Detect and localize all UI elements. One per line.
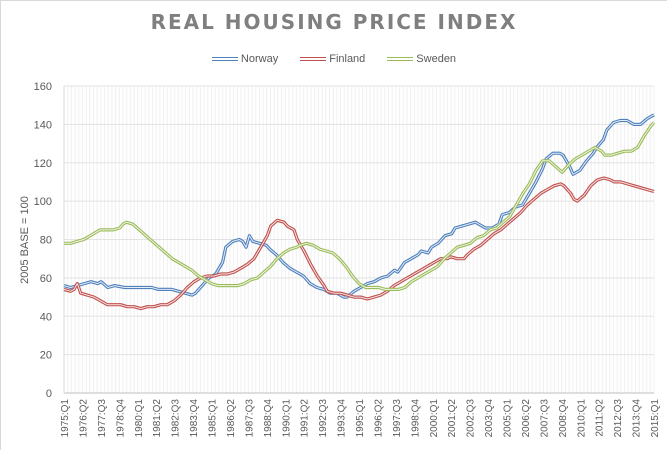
x-tick-label: 1988:Q4	[263, 399, 274, 438]
x-tick-label: 1995:Q1	[355, 399, 366, 438]
y-tick-label: 0	[46, 388, 52, 400]
legend-label-norway: Norway	[240, 53, 279, 65]
x-tick-label: 1993:Q4	[337, 399, 348, 438]
series-line-highlight-sweden	[64, 122, 655, 290]
series-lines	[63, 113, 656, 311]
x-tick-label: 1977:Q3	[97, 399, 108, 438]
x-tick-label: 1987:Q3	[244, 399, 255, 438]
x-tick-label: 2000:Q1	[429, 399, 440, 438]
y-tick-label: 120	[34, 158, 52, 170]
x-tick-label: 1980:Q1	[134, 399, 145, 438]
x-tick-label: 1982:Q3	[171, 399, 182, 438]
y-axis-label: 2005 BASE = 100	[19, 196, 31, 284]
x-tick-label: 1996:Q2	[373, 399, 384, 438]
x-tick-label: 2013:Q4	[632, 399, 643, 438]
legend-swatch-norway	[211, 57, 238, 61]
legend-swatch-finland	[300, 57, 327, 61]
x-tick-label: 2012:Q3	[613, 399, 624, 438]
x-tick-label: 2001:Q2	[447, 399, 458, 438]
x-tick-label: 2006:Q2	[521, 399, 532, 438]
y-axis-ticks: 0 20 40 60 80 100 120 140 160	[34, 81, 52, 400]
legend-swatch-sweden	[387, 57, 414, 61]
series-line-highlight-norway	[63, 114, 655, 298]
x-tick-label: 2003:Q4	[484, 399, 495, 438]
legend-item-finland: Finland	[300, 53, 365, 65]
y-tick-label: 80	[40, 235, 52, 247]
legend: Norway Finland Sweden	[0, 53, 668, 65]
x-tick-label: 1986:Q2	[226, 399, 237, 438]
legend-label-sweden: Sweden	[416, 53, 457, 65]
x-tick-label: 1992:Q3	[318, 399, 329, 438]
x-tick-label: 2002:Q3	[466, 399, 477, 438]
x-tick-label: 1998:Q4	[410, 399, 421, 438]
x-tick-label: 1981:Q2	[152, 399, 163, 438]
x-tick-label: 1991:Q2	[300, 399, 311, 438]
y-tick-label: 100	[34, 196, 52, 208]
x-tick-label: 2008:Q4	[558, 399, 569, 438]
x-tick-label: 1990:Q1	[281, 399, 292, 438]
x-tick-label: 1983:Q4	[189, 399, 200, 438]
x-tick-label: 1976:Q2	[78, 399, 89, 438]
legend-item-sweden: Sweden	[387, 53, 456, 65]
x-tick-label: 2010:Q1	[576, 399, 587, 438]
legend-label-finland: Finland	[329, 53, 366, 65]
y-tick-label: 20	[40, 350, 52, 362]
x-tick-label: 1978:Q4	[115, 399, 126, 438]
x-tick-label: 1985:Q1	[208, 399, 219, 438]
y-tick-label: 160	[34, 81, 52, 93]
x-tick-label: 2007:Q3	[539, 399, 550, 438]
legend-item-norway: Norway	[211, 53, 279, 65]
x-axis-ticks: 1975:Q1 1976:Q2 1977:Q3 1978:Q4 1980:Q1 1981:…	[60, 399, 661, 438]
y-tick-label: 140	[34, 119, 52, 131]
series-line-highlight-finland	[63, 177, 655, 310]
chart-title: REAL HOUSING PRICE INDEX	[150, 10, 518, 34]
x-tick-label: 2015:Q1	[650, 399, 661, 438]
x-tick-label: 1997:Q3	[392, 399, 403, 438]
y-tick-label: 60	[40, 273, 52, 285]
x-tick-label: 2005:Q1	[503, 399, 514, 438]
y-tick-label: 40	[40, 311, 52, 323]
x-tick-label: 1975:Q1	[60, 399, 71, 438]
x-tick-label: 2011:Q2	[595, 399, 606, 437]
